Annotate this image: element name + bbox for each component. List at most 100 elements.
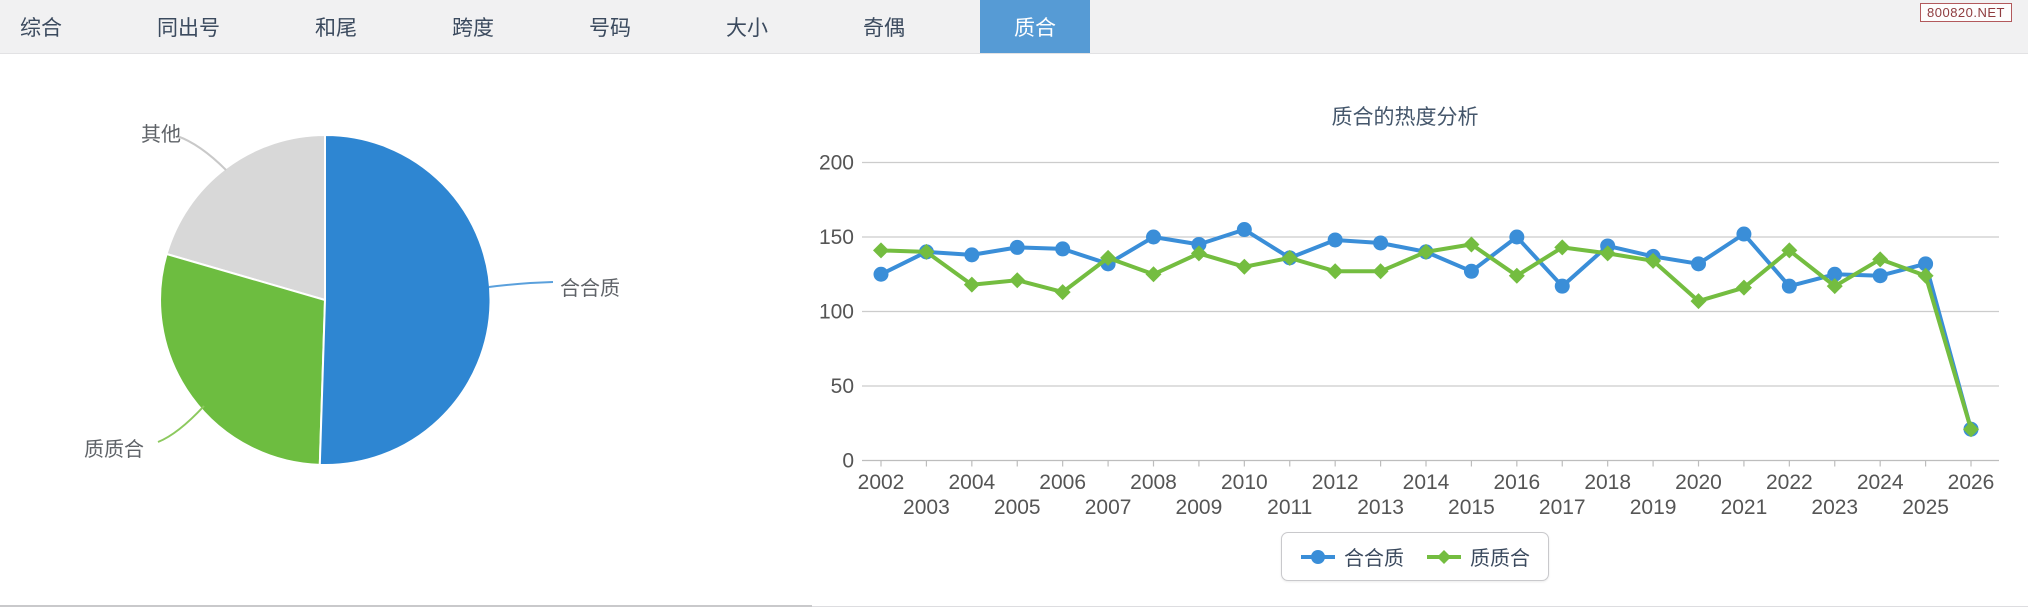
x-tick-label-2010: 2010: [1221, 471, 1268, 494]
legend-marker-circle: [1301, 549, 1335, 564]
point-合合质-2024[interactable]: [1872, 268, 1888, 284]
chart-legend: 合合质 质质合: [1281, 532, 1549, 581]
point-质质合-2015[interactable]: [1463, 236, 1480, 253]
x-tick-label-2022: 2022: [1766, 471, 1813, 494]
point-合合质-2005[interactable]: [1009, 239, 1025, 255]
line-chart: 0 50 100 150 200 2002200320042005200620072008…: [819, 152, 1999, 519]
point-质质合-2026[interactable]: [1963, 421, 1980, 438]
x-tick-label-2011: 2011: [1267, 496, 1312, 519]
bottom-divider-left: [0, 605, 812, 607]
pie-leader-blue: [488, 281, 554, 288]
y-tick-label-150: 150: [819, 226, 854, 249]
x-tick-label-2019: 2019: [1630, 496, 1677, 519]
point-质质合-2006[interactable]: [1054, 284, 1071, 301]
point-合合质-2020[interactable]: [1691, 256, 1707, 272]
point-合合质-2008[interactable]: [1146, 229, 1162, 245]
x-tick-label-2004: 2004: [948, 471, 995, 494]
point-合合质-2012[interactable]: [1327, 232, 1343, 248]
point-质质合-2002[interactable]: [873, 242, 889, 259]
x-tick-label-2005: 2005: [994, 496, 1041, 519]
x-tick-label-2015: 2015: [1448, 496, 1495, 519]
tab-zonghe[interactable]: 综合: [20, 16, 62, 40]
x-tick-label-2007: 2007: [1085, 496, 1132, 519]
line-chart-title: 质合的热度分析: [1331, 106, 1479, 129]
point-合合质-2013[interactable]: [1373, 235, 1389, 251]
point-合合质-2004[interactable]: [964, 247, 980, 263]
point-质质合-2025[interactable]: [1917, 267, 1934, 284]
legend-label-zhizhihe: 质质合: [1470, 548, 1530, 570]
y-tick-label-100: 100: [819, 301, 854, 324]
x-tick-label-2018: 2018: [1584, 471, 1631, 494]
tab-daxiao[interactable]: 大小: [726, 16, 768, 40]
tab-haoma[interactable]: 号码: [589, 16, 631, 40]
x-tick-label-2002: 2002: [858, 471, 905, 494]
point-质质合-2021[interactable]: [1735, 279, 1752, 296]
point-质质合-2020[interactable]: [1690, 293, 1707, 310]
point-质质合-2023[interactable]: [1826, 278, 1843, 295]
x-tick-label-2021: 2021: [1721, 496, 1768, 519]
point-质质合-2022[interactable]: [1781, 242, 1798, 259]
point-合合质-2025[interactable]: [1918, 256, 1934, 272]
y-tick-label-0: 0: [842, 450, 854, 473]
tab-bar: 综合 同出号 和尾 跨度 号码 大小 奇偶 质合: [0, 0, 2028, 54]
point-质质合-2010[interactable]: [1236, 258, 1253, 275]
tab-hewei[interactable]: 和尾: [315, 16, 357, 40]
legend-item-hehezhi[interactable]: 合合质: [1300, 542, 1404, 571]
point-合合质-2017[interactable]: [1554, 278, 1570, 294]
tab-kuadu[interactable]: 跨度: [452, 16, 494, 40]
point-质质合-2013[interactable]: [1372, 263, 1389, 280]
pie-slice-2[interactable]: [165, 133, 326, 302]
x-tick-label-2026: 2026: [1948, 471, 1995, 494]
point-合合质-2016[interactable]: [1509, 229, 1525, 245]
pie-leader-green: [157, 405, 205, 443]
point-质质合-2018[interactable]: [1599, 245, 1616, 262]
legend-marker-diamond: [1427, 549, 1461, 564]
x-tick-label-2024: 2024: [1857, 471, 1904, 494]
tab-zhihe[interactable]: 质合: [980, 0, 1090, 53]
point-合合质-2002[interactable]: [873, 266, 889, 282]
tab-tongchuhao[interactable]: 同出号: [157, 16, 220, 40]
legend-label-hehezhi: 合合质: [1344, 548, 1404, 570]
pie-slice-1[interactable]: [159, 252, 327, 466]
point-质质合-2019[interactable]: [1645, 252, 1662, 269]
point-质质合-2004[interactable]: [963, 276, 980, 293]
point-合合质-2006[interactable]: [1055, 241, 1071, 257]
point-质质合-2011[interactable]: [1281, 249, 1298, 266]
point-质质合-2016[interactable]: [1508, 267, 1525, 284]
point-合合质-2023[interactable]: [1827, 266, 1843, 282]
legend-item-zhizhihe[interactable]: 质质合: [1426, 542, 1530, 571]
point-质质合-2005[interactable]: [1009, 272, 1026, 289]
point-质质合-2014[interactable]: [1418, 243, 1435, 260]
point-质质合-2009[interactable]: [1190, 245, 1207, 262]
bottom-divider-right: [812, 606, 2028, 607]
pie-label-other: 其他: [141, 124, 181, 146]
x-tick-label-2017: 2017: [1539, 496, 1586, 519]
site-watermark-badge: 800820.NET: [1920, 3, 2012, 22]
x-tick-label-2008: 2008: [1130, 471, 1177, 494]
y-tick-label-200: 200: [819, 152, 854, 175]
point-质质合-2024[interactable]: [1872, 251, 1889, 268]
x-tick-label-2009: 2009: [1176, 496, 1223, 519]
point-质质合-2003[interactable]: [918, 243, 935, 260]
point-质质合-2008[interactable]: [1145, 266, 1162, 283]
tab-qiou[interactable]: 奇偶: [863, 16, 905, 40]
x-tick-label-2012: 2012: [1312, 471, 1359, 494]
pie-leader-other: [176, 135, 227, 171]
x-tick-label-2003: 2003: [903, 496, 950, 519]
point-合合质-2021[interactable]: [1736, 226, 1752, 242]
point-合合质-2022[interactable]: [1781, 278, 1797, 294]
x-tick-label-2006: 2006: [1039, 471, 1086, 494]
y-tick-label-50: 50: [831, 375, 854, 398]
pie-label-zhizhihe: 质质合: [84, 439, 144, 461]
x-tick-label-2025: 2025: [1902, 496, 1949, 519]
series-line-1: [880, 242, 1973, 430]
x-tick-label-2023: 2023: [1811, 496, 1858, 519]
point-质质合-2012[interactable]: [1327, 263, 1344, 280]
point-合合质-2009[interactable]: [1191, 236, 1207, 252]
pie-slice-0[interactable]: [318, 133, 492, 466]
point-合合质-2010[interactable]: [1236, 222, 1252, 238]
x-tick-label-2013: 2013: [1357, 496, 1404, 519]
point-质质合-2007[interactable]: [1100, 249, 1117, 266]
point-质质合-2017[interactable]: [1554, 239, 1571, 256]
point-合合质-2015[interactable]: [1463, 263, 1479, 279]
